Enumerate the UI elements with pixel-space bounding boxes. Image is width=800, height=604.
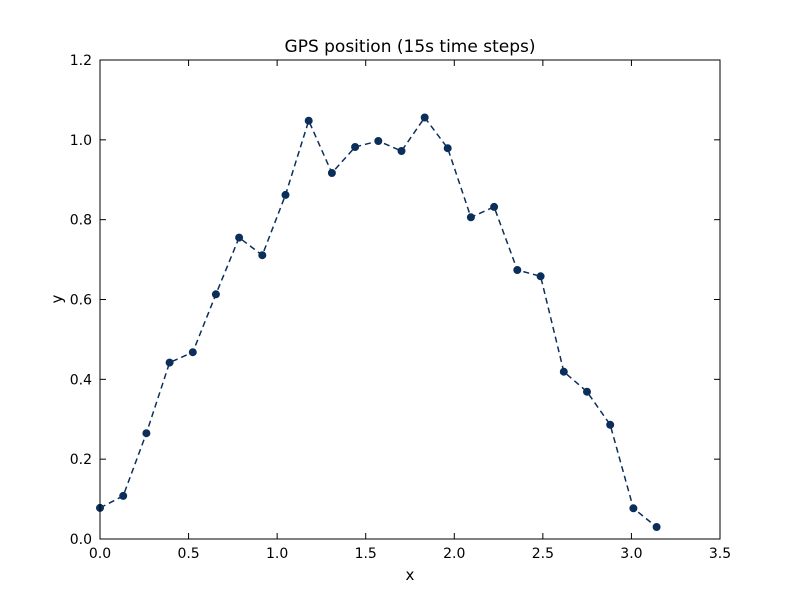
gps-point-marker xyxy=(304,116,313,125)
gps-point-marker xyxy=(351,143,360,151)
gps-point-marker xyxy=(327,169,336,177)
x-tick-label: 2.0 xyxy=(443,546,465,562)
gps-point-marker xyxy=(165,358,174,367)
y-tick-label: 1.0 xyxy=(70,133,92,149)
series-layer xyxy=(96,113,661,531)
gps-point-marker xyxy=(536,272,545,281)
plot-frame xyxy=(99,59,721,540)
gps-point-marker xyxy=(466,213,475,222)
gps-point-marker xyxy=(397,147,406,155)
y-tick-label: 0.2 xyxy=(70,452,92,468)
y-axis-label: y xyxy=(48,294,66,303)
x-tick-label: 2.5 xyxy=(532,546,554,562)
x-axis-label: x xyxy=(406,566,415,584)
x-tick-label: 1.0 xyxy=(266,546,288,562)
gps-point-marker xyxy=(606,420,615,429)
gps-point-marker xyxy=(119,491,128,500)
chart-title: GPS position (15s time steps) xyxy=(285,37,536,57)
gps-point-marker xyxy=(490,202,499,211)
y-tick-label: 0.0 xyxy=(70,532,92,548)
x-tick-label: 3.5 xyxy=(709,546,731,562)
x-tick-label: 0.5 xyxy=(177,546,199,562)
x-tick-label: 3.0 xyxy=(620,546,642,562)
gps-point-marker xyxy=(513,266,522,274)
y-tick-label: 1.2 xyxy=(70,53,92,69)
gps-point-marker xyxy=(443,144,452,153)
gps-point-marker xyxy=(281,190,290,199)
ticks-layer: 0.0 0.5 1.0 1.5 2.0 2.5 3.0 3.5 0.0 0.2 0.4 0.6 0.8 1… xyxy=(70,53,731,562)
gps-point-marker xyxy=(211,290,220,299)
y-tick-label: 0.6 xyxy=(70,293,92,309)
gps-point-marker xyxy=(235,233,244,242)
x-tick-label: 1.5 xyxy=(355,546,377,562)
gps-point-marker xyxy=(420,113,429,122)
y-tick-label: 0.4 xyxy=(70,372,92,388)
gps-point-marker xyxy=(142,429,151,438)
gps-point-marker xyxy=(374,137,383,145)
x-tick-label: 0.0 xyxy=(89,546,111,562)
gps-point-marker xyxy=(188,348,197,357)
gps-point-marker xyxy=(652,523,661,531)
gps-point-marker xyxy=(258,251,267,260)
gps-point-marker xyxy=(629,504,638,513)
gps-point-marker xyxy=(559,367,568,376)
y-tick-label: 0.8 xyxy=(70,213,92,229)
gps-point-marker xyxy=(583,387,591,396)
